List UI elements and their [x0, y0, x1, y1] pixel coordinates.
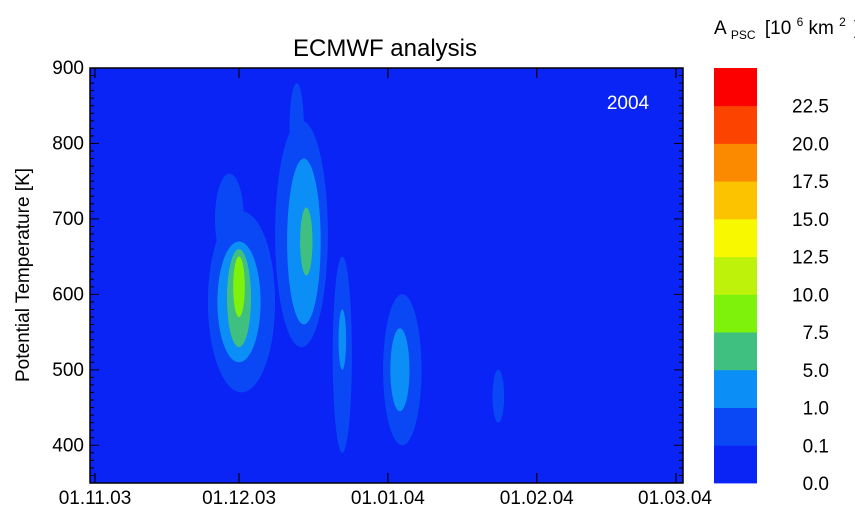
colorbar-swatch-1 [714, 407, 757, 446]
colorbar-tick-label: 22.5 [792, 97, 829, 118]
colorbar-tick-label: 10.0 [792, 285, 829, 306]
colorbar-tick-label: 12.5 [792, 248, 829, 269]
plot-area: 400 500 600 700 800 900 01.11.03 01.12.03 01.01… [52, 58, 712, 509]
y-tick-label: 800 [52, 133, 84, 154]
y-ticks: 400 500 600 700 800 900 [52, 58, 683, 476]
x-ticks: 01.11.03 01.12.03 01.01.04 01.02.04 01.03.04 [59, 68, 712, 509]
colorbar-label-unit-exp: 2 [839, 15, 846, 29]
colorbar-swatch-2 [714, 369, 757, 408]
colorbar-label-sub: PSC [731, 28, 756, 42]
y-tick-label: 700 [52, 209, 84, 230]
colorbar-tick-label: 5.0 [803, 361, 829, 382]
colorbar-label-main: A [714, 18, 727, 39]
x-tick-label: 01.02.04 [500, 488, 574, 509]
colorbar-label-unit: km [809, 18, 834, 39]
colorbar-swatch-9 [714, 105, 757, 144]
colorbar-tick-label: 17.5 [792, 172, 829, 193]
colorbar-tick-labels: 0.0 0.1 1.0 5.0 7.5 10.0 12.5 15.0 17.5 20.0 22.5 [792, 97, 829, 495]
x-tick-label: 01.11.03 [59, 488, 132, 509]
plot-background [90, 68, 683, 483]
contour-region-6 [492, 369, 505, 423]
contour-region-10 [390, 328, 410, 412]
y-axis-label: Potential Temperature [K] [13, 168, 34, 382]
colorbar-swatch-5 [714, 256, 757, 295]
contour-regions [207, 83, 505, 453]
colorbar-tick-label: 7.5 [803, 323, 829, 344]
year-annotation: 2004 [607, 93, 650, 114]
contour-region-13 [233, 256, 245, 317]
plot-frame [89, 67, 684, 484]
x-tick-label: 01.01.04 [351, 488, 425, 509]
contour-region-3 [289, 83, 304, 174]
colorbar-swatch-7 [714, 181, 757, 220]
colorbar-tick-label: 15.0 [792, 210, 829, 231]
x-tick-label: 01.03.04 [638, 488, 712, 509]
colorbar-swatch-6 [714, 218, 757, 258]
colorbar-label-exp: 6 [797, 15, 804, 29]
colorbar-label: A PSC [10 6 km 2 ] [714, 10, 855, 44]
colorbar-swatch-0 [714, 445, 757, 484]
y-tick-label: 500 [52, 360, 84, 381]
colorbar-tick-label: 20.0 [792, 135, 829, 156]
contour-region-12 [300, 207, 313, 276]
colorbar-swatch-4 [714, 294, 757, 333]
x-tick-label: 01.12.03 [202, 488, 276, 509]
colorbar-swatch-10 [714, 68, 757, 107]
colorbar-tick-label: 0.1 [803, 436, 829, 457]
y-tick-label: 400 [52, 435, 84, 456]
colorbar-swatch-3 [714, 332, 757, 371]
y-tick-label: 900 [52, 58, 84, 79]
colorbar-swatch-8 [714, 143, 757, 182]
colorbar-label-open: [10 [765, 18, 791, 39]
colorbar-tick-label: 1.0 [803, 399, 829, 420]
contour-region-1 [215, 173, 244, 265]
chart-title: ECMWF analysis [293, 35, 477, 62]
colorbar [714, 68, 757, 484]
contour-region-9 [338, 309, 347, 370]
colorbar-tick-label: 0.0 [803, 474, 829, 495]
y-tick-label: 600 [52, 284, 84, 305]
